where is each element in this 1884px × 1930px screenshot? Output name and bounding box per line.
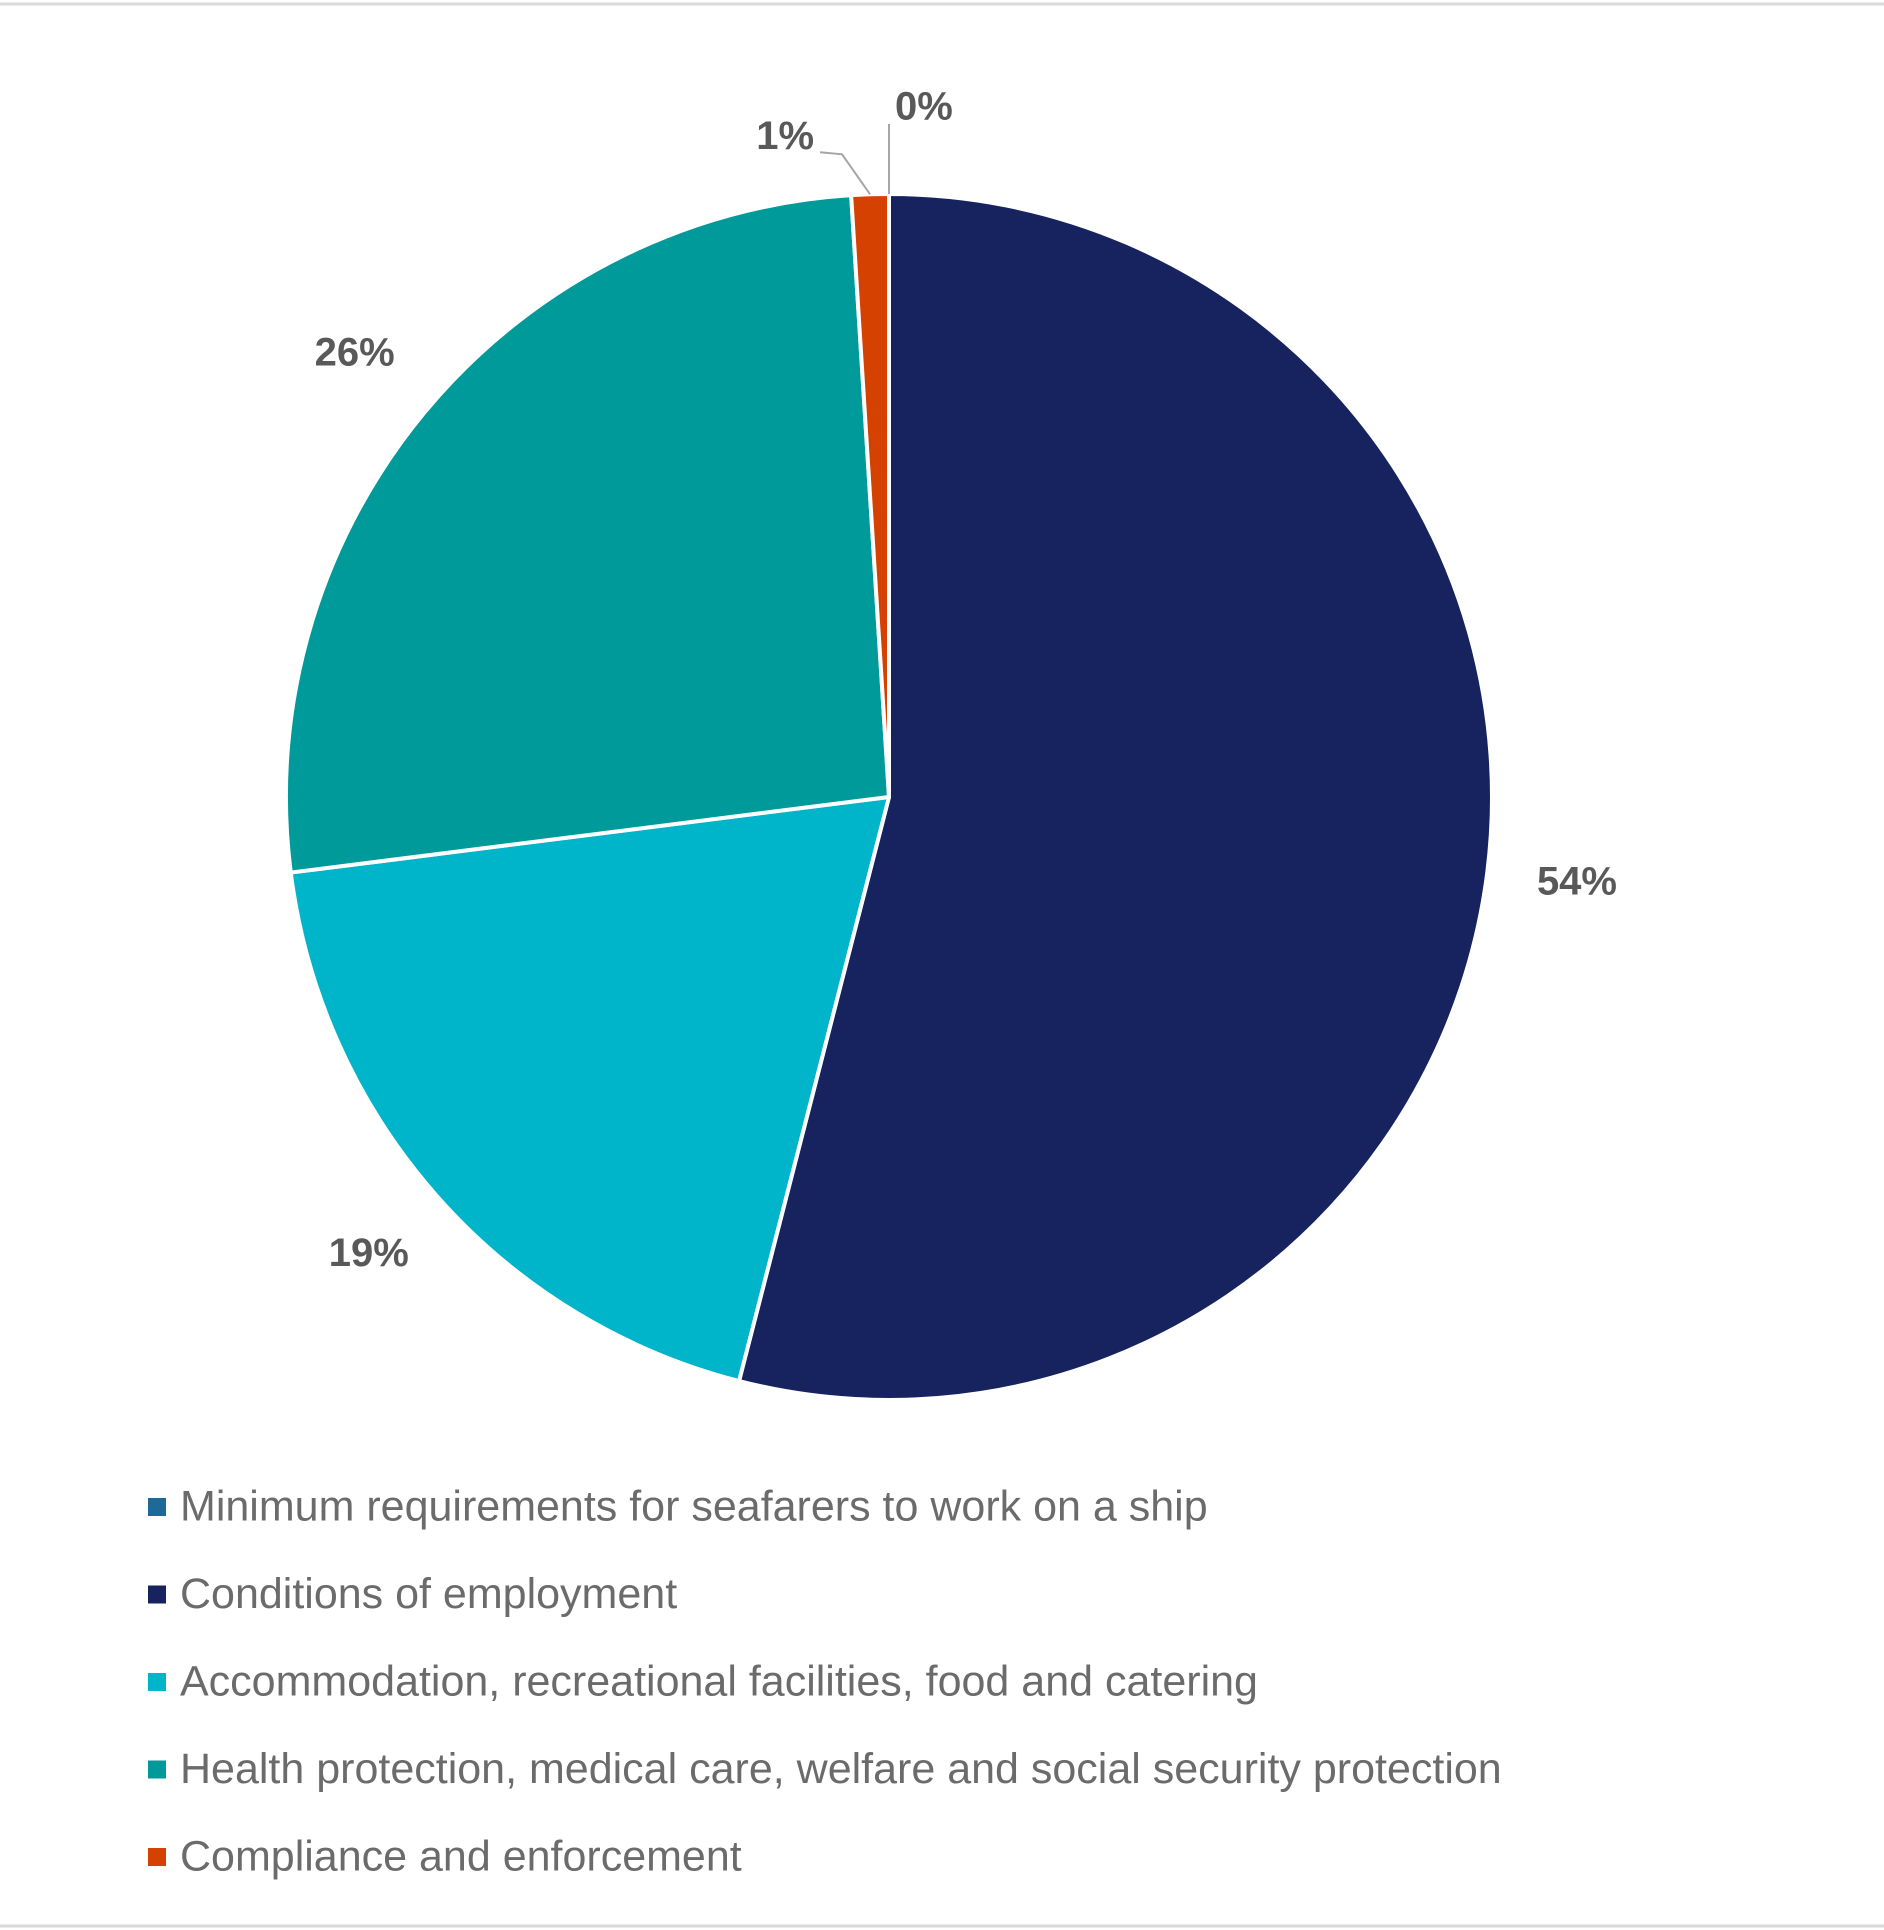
pie-slice [737, 192, 1494, 1402]
pie-slice [288, 795, 891, 1384]
legend-label: Conditions of employment [180, 1570, 677, 1618]
legend-label: Minimum requirements for seafarers to wo… [180, 1482, 1208, 1530]
legend-swatch [148, 1585, 166, 1604]
data-label: 0% [895, 85, 953, 129]
legend-swatch [148, 1673, 166, 1691]
legend-swatch [148, 1848, 166, 1866]
legend-label: Health protection, medical care, welfare… [180, 1745, 1502, 1793]
leader-line [819, 151, 871, 195]
data-label: 26% [315, 331, 395, 375]
data-label: 54% [1537, 859, 1617, 903]
legend-swatch [148, 1760, 166, 1779]
data-label: 1% [756, 114, 814, 158]
pie-slice [284, 193, 891, 875]
data-label: 19% [329, 1231, 409, 1275]
legend-swatch [148, 1498, 166, 1516]
legend-label: Accommodation, recreational facilities, … [180, 1657, 1258, 1705]
legend-label: Compliance and enforcement [180, 1832, 742, 1880]
